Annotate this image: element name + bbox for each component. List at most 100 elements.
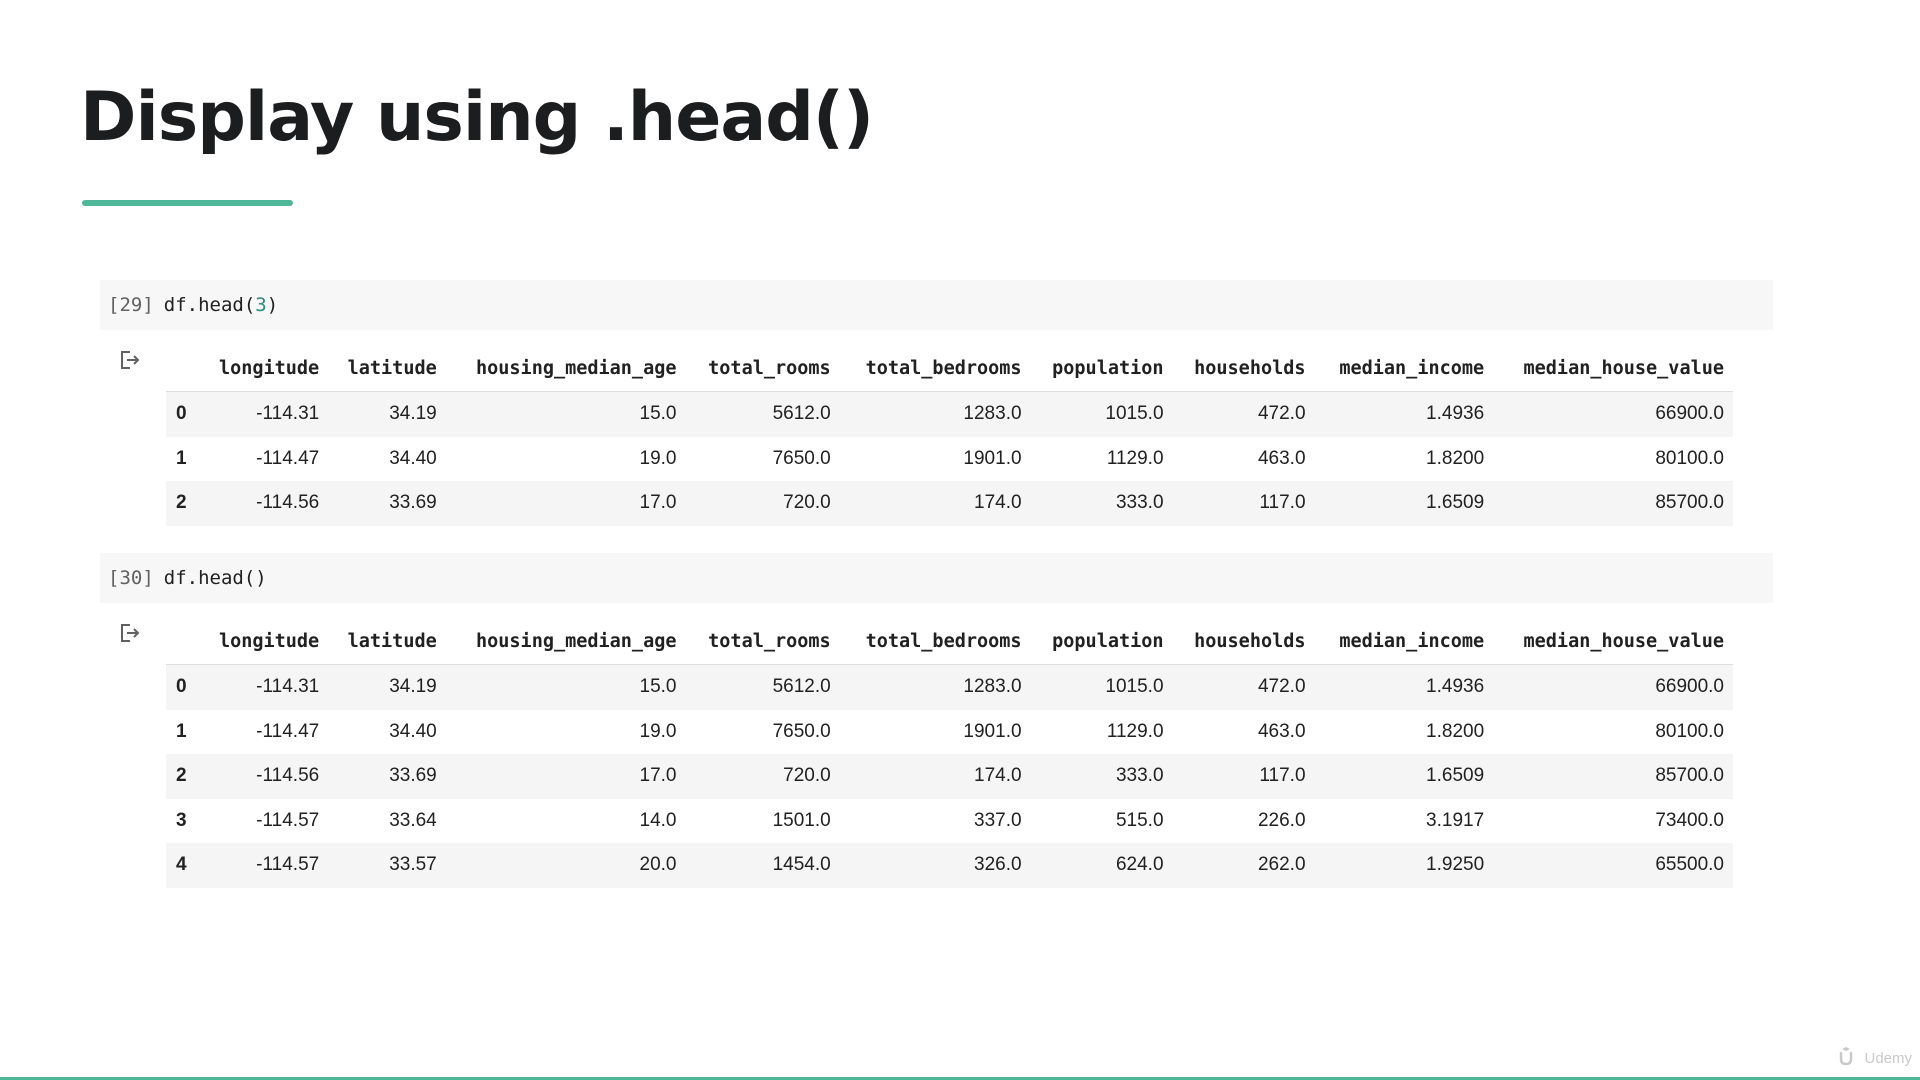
table-cell: 117.0 [1259,765,1306,787]
table-cell: 66900.0 [1655,403,1724,425]
column-header: median_house_value [1493,619,1733,665]
table-cell: 73400.0 [1655,809,1724,831]
table-cell: 1283.0 [963,676,1022,698]
table-cell: 720.0 [783,765,831,787]
column-header: latitude [328,346,446,392]
row-index: 2 [176,492,187,514]
table-header-row: longitude latitude housing_median_age total… [166,619,1733,665]
dataframe-table: longitude latitude housing_median_age total… [166,346,1733,526]
table-cell: 33.69 [389,492,437,514]
execution-count: [29] [108,294,154,316]
row-index: 2 [176,765,187,787]
cell-input[interactable]: [29] df.head(3) [100,280,1773,330]
table-cell: 85700.0 [1655,765,1724,787]
column-header: total_rooms [685,619,840,665]
cell-output: longitude latitude housing_median_age total… [100,330,1773,530]
table-cell: 1.6509 [1426,765,1485,787]
udemy-logo-icon [1838,1046,1860,1070]
row-index: 1 [176,447,187,469]
column-header: median_income [1314,346,1494,392]
row-index: 0 [176,676,187,698]
table-cell: -114.31 [256,403,320,425]
table-cell: 463.0 [1257,447,1306,469]
cell-input[interactable]: [30] df.head() [100,553,1773,603]
output-redirect-icon[interactable] [118,621,142,645]
bottom-accent-bar [0,1077,1920,1080]
column-header: households [1172,619,1315,665]
index-header [166,346,199,392]
column-header: total_rooms [685,346,840,392]
column-header: total_bedrooms [839,619,1031,665]
watermark-text: Udemy [1864,1049,1912,1067]
table-cell: 34.19 [389,403,437,425]
table-row: 3 -114.57 33.64 14.0 1501.0 337.0 515.0 226.0 3.… [166,799,1733,844]
row-index: 1 [176,720,187,742]
table-cell: 15.0 [639,403,677,425]
table-cell: 326.0 [974,854,1022,876]
column-header: population [1030,619,1173,665]
table-cell: 472.0 [1257,403,1306,425]
code-text: df.head() [163,567,267,589]
table-cell: 720.0 [783,492,831,514]
table-cell: 1015.0 [1105,676,1164,698]
table-cell: 33.69 [389,765,437,787]
table-row: 1 -114.47 34.40 19.0 7650.0 1901.0 1129.0 463.0… [166,710,1733,755]
table-row: 1 -114.47 34.40 19.0 7650.0 1901.0 1129.0 463.0… [166,437,1733,482]
table-cell: 1.4936 [1426,676,1485,698]
table-cell: 3.1917 [1426,809,1485,831]
table-cell: 34.40 [389,720,437,742]
table-cell: 262.0 [1257,854,1306,876]
table-cell: 1454.0 [772,854,831,876]
table-cell: 337.0 [974,809,1022,831]
page-title: Display using .head() [80,78,874,157]
code-cell-30[interactable]: [30] df.head() longitude latitude housing_… [100,553,1773,893]
table-cell: 19.0 [639,447,677,469]
table-cell: 1129.0 [1106,720,1164,742]
table-cell: 226.0 [1257,809,1306,831]
table-row: 4 -114.57 33.57 20.0 1454.0 326.0 624.0 262.0 1.… [166,843,1733,888]
table-row: 0 -114.31 34.19 15.0 5612.0 1283.0 1015.0 472.0… [166,391,1733,437]
table-cell: 5612.0 [772,676,831,698]
row-index: 0 [176,403,187,425]
table-cell: 1.8200 [1426,447,1485,469]
column-header: longitude [198,346,329,392]
table-cell: 65500.0 [1655,854,1724,876]
column-header: total_bedrooms [839,346,1031,392]
table-cell: 333.0 [1115,765,1164,787]
table-cell: -114.57 [256,854,320,876]
table-cell: 5612.0 [772,403,831,425]
table-cell: 7650.0 [772,447,831,469]
row-index: 4 [176,854,187,876]
table-cell: 1283.0 [963,403,1022,425]
table-cell: 20.0 [639,854,677,876]
table-cell: 515.0 [1115,809,1164,831]
table-row: 2 -114.56 33.69 17.0 720.0 174.0 333.0 117.0 1.6… [166,754,1733,799]
output-redirect-icon[interactable] [118,348,142,372]
column-header: latitude [328,619,446,665]
table-cell: -114.57 [256,809,320,831]
dataframe-table: longitude latitude housing_median_age total… [166,619,1733,888]
index-header [166,619,199,665]
table-row: 0 -114.31 34.19 15.0 5612.0 1283.0 1015.0 472.0… [166,664,1733,710]
table-cell: 14.0 [639,809,677,831]
table-cell: 1901.0 [963,447,1022,469]
table-cell: 80100.0 [1655,447,1724,469]
table-cell: 80100.0 [1655,720,1724,742]
execution-count: [30] [108,567,154,589]
table-cell: 1901.0 [963,720,1022,742]
row-index: 3 [176,809,187,831]
code-cell-29[interactable]: [29] df.head(3) longitude latitude housing… [100,280,1773,530]
column-header: housing_median_age [445,346,686,392]
table-cell: 34.40 [389,447,437,469]
cell-output: longitude latitude housing_median_age total… [100,603,1773,893]
table-cell: 33.57 [389,854,437,876]
table-cell: 19.0 [639,720,677,742]
table-cell: 117.0 [1259,492,1306,514]
table-cell: -114.56 [256,765,320,787]
table-cell: 174.0 [974,492,1022,514]
column-header: households [1172,346,1315,392]
title-underline [82,200,293,206]
table-cell: 17.0 [639,765,677,787]
table-cell: 472.0 [1257,676,1306,698]
code-text: df.head(3) [163,294,279,316]
